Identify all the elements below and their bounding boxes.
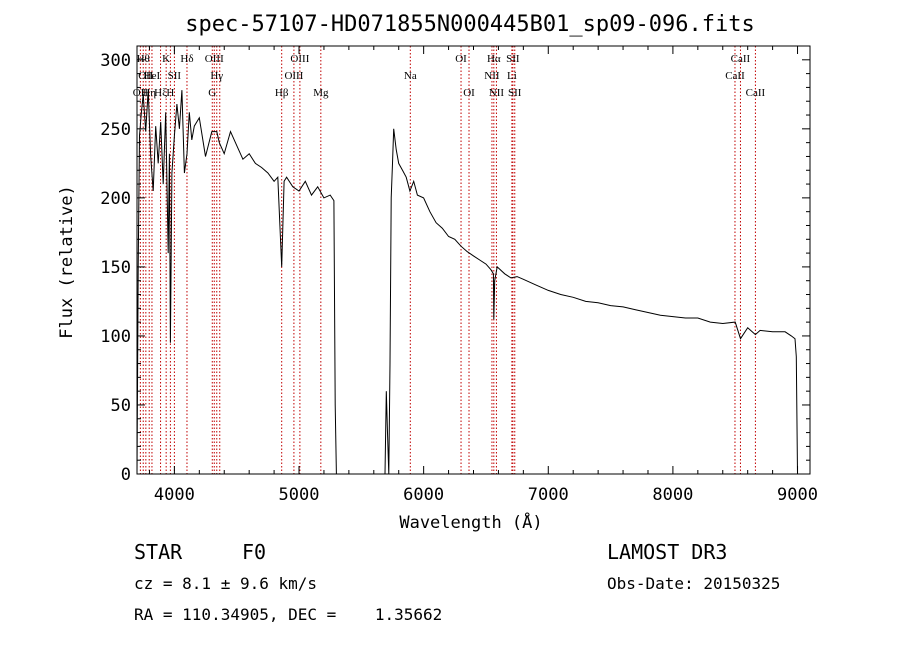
x-tick-label-0: 4000: [154, 485, 195, 505]
y-tick-label-1: 50: [111, 396, 131, 416]
line-label-16: OIII: [290, 53, 309, 65]
line-label-6: K: [162, 53, 170, 65]
x-axis-label: Wavelength (Å): [399, 511, 542, 533]
line-markers: [139, 46, 756, 474]
line-label-10: G: [208, 87, 216, 99]
survey-name: LAMOST DR3: [607, 540, 727, 564]
obs-date: Obs-Date: 20150325: [607, 574, 780, 593]
y-tick-label-3: 150: [100, 258, 131, 278]
line-labels: OIIHθOIIHηHeIHξKHSIIHδGOIIIHγHβOIIIOIIIM…: [133, 53, 766, 99]
line-label-25: SII: [506, 53, 520, 65]
line-label-27: CaII: [725, 70, 745, 82]
line-label-4: HeI: [144, 70, 161, 82]
line-label-12: Hγ: [210, 70, 223, 82]
line-label-19: OI: [455, 53, 467, 65]
line-label-2: OII: [138, 70, 154, 82]
line-label-24: Li: [507, 70, 517, 82]
line-label-20: OI: [463, 87, 475, 99]
line-label-29: CaII: [746, 87, 766, 99]
line-label-1: Hθ: [137, 53, 150, 65]
line-label-23: NII: [489, 87, 505, 99]
line-label-15: OIII: [284, 70, 303, 82]
line-label-22: Hα: [487, 53, 501, 65]
redshift-cz: cz = 8.1 ± 9.6 km/s: [134, 574, 317, 593]
y-tick-label-2: 100: [100, 327, 131, 347]
object-subclass: F0: [242, 540, 266, 564]
x-tick-label-1: 5000: [279, 485, 320, 505]
chart-title: spec-57107-HD071855N000445B01_sp09-096.f…: [185, 12, 755, 37]
y-tick-label-4: 200: [100, 189, 131, 209]
line-label-3: Hη: [142, 87, 156, 99]
plot-frame: [136, 45, 811, 475]
line-label-14: Hβ: [275, 87, 289, 99]
y-axis-label: Flux (relative): [57, 185, 77, 339]
coordinates: RA = 110.34905, DEC = 1.35662: [134, 605, 442, 624]
y-tick-label-6: 300: [100, 51, 131, 71]
y-tick-label-5: 250: [100, 120, 131, 140]
line-label-11: OIII: [205, 53, 224, 65]
line-label-28: CaII: [731, 53, 751, 65]
line-label-26: SII: [508, 87, 522, 99]
line-label-17: Mg: [313, 87, 329, 99]
x-tick-label-2: 6000: [403, 485, 444, 505]
line-label-9: Hδ: [180, 53, 193, 65]
line-label-8: SII: [168, 70, 182, 82]
line-label-7: H: [166, 87, 174, 99]
x-tick-label-4: 8000: [652, 485, 693, 505]
object-class: STAR: [134, 540, 183, 564]
x-tick-label-3: 7000: [528, 485, 569, 505]
y-axis-ticks: 0 50 100 150 200 250 300: [100, 45, 810, 485]
line-label-18: Na: [404, 70, 417, 82]
spectrum-line: [136, 90, 798, 475]
x-tick-label-5: 9000: [777, 485, 818, 505]
y-tick-label-0: 0: [121, 465, 131, 485]
line-label-5: Hξ: [154, 87, 167, 99]
line-label-21: NII: [484, 70, 500, 82]
x-axis-ticks: 4000 5000 6000 7000 8000 9000: [148, 46, 818, 505]
